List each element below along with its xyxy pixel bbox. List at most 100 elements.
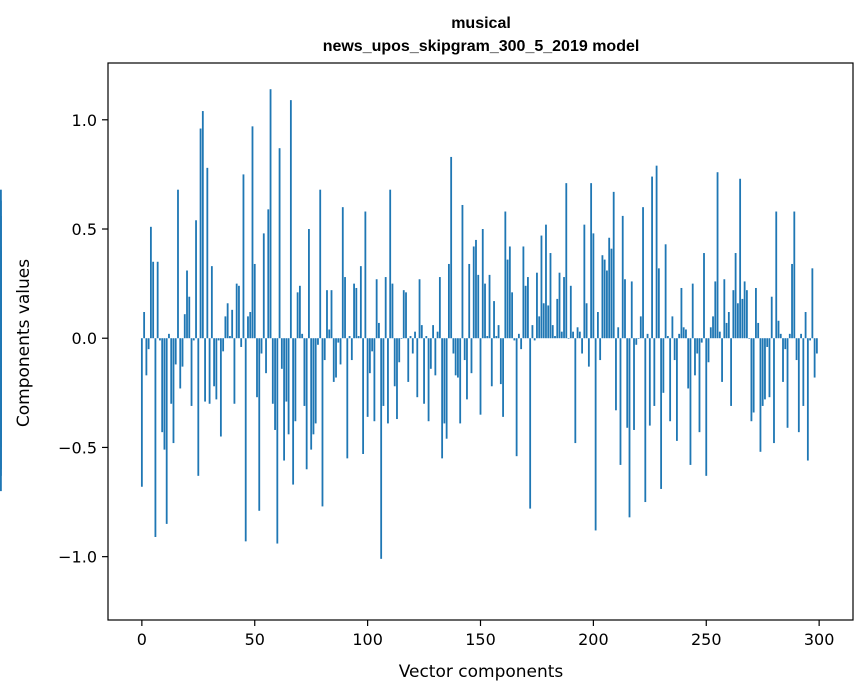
y-tick-label: 1.0 [72,111,97,130]
bar [529,338,532,509]
bar [475,239,477,339]
bar [362,338,365,454]
bar [745,290,748,339]
bar [682,327,685,339]
bar [547,305,550,339]
bar [219,338,222,437]
bar [420,325,423,339]
bar [533,338,536,341]
chart-subtitle: news_upos_skipgram_300_5_2019 model [323,38,640,55]
bar [594,338,597,531]
bar [748,338,751,339]
bar [253,263,256,339]
bar [723,279,726,339]
bar [761,338,764,406]
bar [572,331,574,339]
bar [635,338,638,345]
bar [545,224,547,339]
bar [181,338,184,367]
bar [251,126,254,339]
bar [208,338,211,404]
bar [192,338,195,341]
bar [210,266,213,339]
bar [303,338,306,406]
x-axis-ticks: 0 50 100 150 200 250 300 [137,620,834,649]
bar [585,303,588,339]
bar [447,263,450,339]
bar [0,338,2,347]
bar [655,165,658,339]
bar [777,320,780,339]
bar [657,268,660,339]
bar [486,336,489,339]
bar [174,338,177,365]
bar [689,338,692,465]
bar [662,338,665,393]
bar [423,338,425,404]
bar [359,266,362,339]
bar [592,233,595,339]
bar [271,338,274,404]
bar [558,272,561,339]
bar [703,253,705,339]
bar [389,189,392,339]
bar [648,338,651,426]
bar [488,274,491,339]
bar [734,253,737,339]
bar [770,296,773,339]
bar [301,333,304,339]
bar [186,270,188,339]
bar [791,263,793,339]
bar [278,148,281,339]
bar [612,191,615,339]
bar [305,338,308,470]
bar [766,338,769,347]
bar [653,338,656,406]
bar [317,338,319,345]
bar [168,333,170,339]
bar [804,312,807,339]
bar [691,283,694,339]
bar [380,338,383,559]
bar [484,283,486,339]
bar [497,325,500,339]
bar [773,338,775,444]
bar [596,312,599,339]
bar [396,338,398,420]
bar [400,338,403,339]
bar [626,338,629,428]
bar [795,338,798,361]
bar [513,338,516,341]
bar [172,338,175,444]
bar [416,338,419,398]
bar [269,89,272,339]
bar [443,338,446,424]
bar [407,338,410,382]
bar [637,338,640,339]
bar [224,316,227,339]
bar [357,336,360,339]
bar [527,277,529,339]
bar [0,338,2,367]
x-tick-label: 150 [465,630,496,649]
bar [226,303,229,339]
bar [716,172,719,339]
bar [190,338,193,406]
bar [314,338,317,424]
bar [802,338,805,406]
bar [624,279,626,339]
bar [639,316,642,339]
bar [664,244,667,339]
bar [346,338,349,459]
bar [504,211,507,339]
bar [709,327,712,339]
bar [177,189,179,339]
x-tick-label: 100 [352,630,383,649]
bar [599,338,602,361]
bar [493,301,495,339]
bar [750,338,753,422]
bar [619,338,622,465]
bar [425,336,428,339]
bar [610,248,613,339]
